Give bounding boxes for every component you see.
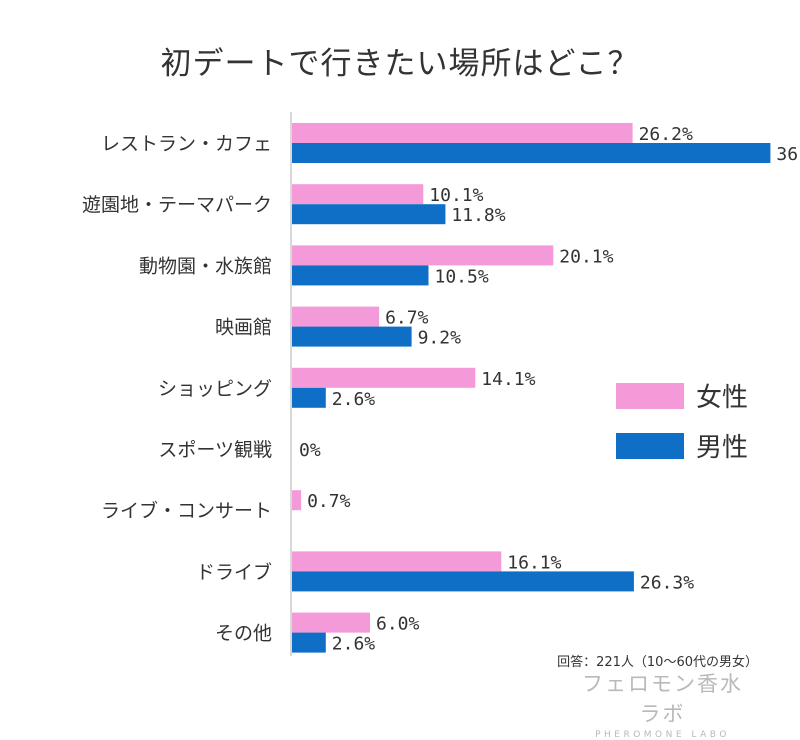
bar-female: [292, 184, 424, 205]
data-label: 11.8%: [451, 205, 505, 226]
legend-label-female: 女性: [696, 383, 749, 413]
legend-label-male: 男性: [696, 433, 749, 463]
data-label: 14.1%: [481, 369, 535, 390]
category-label: スポーツ観戦: [158, 439, 272, 461]
bar-male: [292, 265, 429, 286]
data-label: 6.7%: [385, 308, 429, 329]
bar-male: [292, 326, 412, 347]
category-label: ドライブ: [196, 560, 272, 583]
data-label: 26.2%: [639, 124, 693, 145]
category-label: 映画館: [215, 317, 272, 339]
category-label: 動物園・水族館: [139, 255, 272, 277]
bar-female: [292, 367, 476, 388]
legend-item-female: 女性: [616, 377, 748, 414]
chart-title: 初デートで行きたい場所はどこ？: [160, 46, 640, 82]
category-label: 遊園地・テーマパーク: [82, 194, 272, 216]
brand-subtitle: PHEROMONE LABO: [595, 730, 730, 740]
data-label: 16.1%: [507, 552, 561, 573]
data-label: 2.6%: [332, 634, 376, 655]
legend-swatch-female: [616, 382, 684, 409]
data-label: 9.2%: [418, 328, 462, 349]
bar-male: [292, 204, 446, 225]
bar-male: [292, 571, 634, 592]
category-label: ライブ・コンサート: [101, 499, 272, 522]
brand-name: フェロモン香水ラボ: [582, 672, 743, 726]
data-label: 0%: [299, 440, 321, 461]
data-label: 26.3%: [640, 572, 694, 593]
bar-chart: レストラン・カフェ遊園地・テーマパーク動物園・水族館映画館ショッピングスポーツ観…: [82, 112, 800, 656]
category-label: レストラン・カフェ: [101, 133, 272, 155]
bar-male: [292, 632, 326, 653]
brand-logo: フェロモン香水ラボ PHEROMONE LABO: [575, 668, 750, 740]
bar-female: [292, 490, 302, 511]
bar-male: [292, 143, 771, 163]
bar-female: [292, 245, 554, 266]
bar-female: [292, 123, 633, 143]
data-label: 10.1%: [429, 185, 483, 206]
data-label: 6.0%: [376, 614, 420, 635]
category-label: その他: [215, 623, 272, 645]
bar-male: [292, 387, 326, 408]
category-label: ショッピング: [158, 378, 272, 400]
data-label: 10.5%: [435, 266, 489, 287]
data-label: 2.6%: [332, 389, 376, 410]
data-label: 36.8%: [776, 144, 800, 165]
legend-item-male: 男性: [616, 427, 748, 464]
data-label: 0.7%: [307, 491, 351, 512]
footnote: 回答：221人（10〜60代の男女）: [557, 655, 758, 670]
bar-female: [292, 551, 502, 572]
data-label: 20.1%: [559, 246, 613, 267]
bar-female: [292, 306, 380, 327]
bar-female: [292, 612, 370, 633]
legend-swatch-male: [616, 432, 684, 459]
